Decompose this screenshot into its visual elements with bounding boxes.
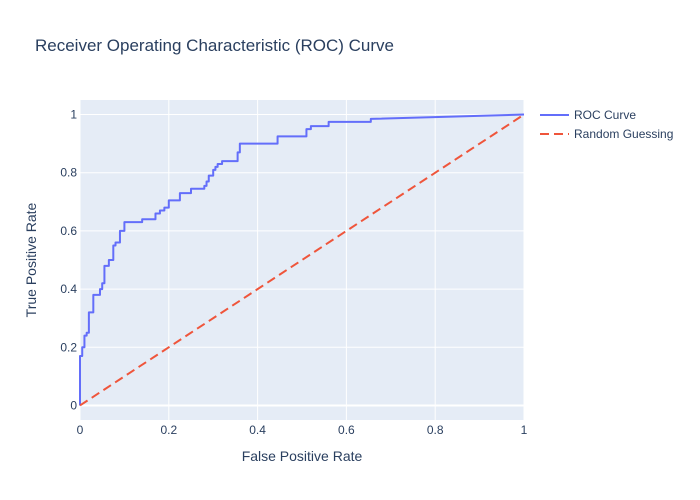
legend-label[interactable]: ROC Curve [574,108,636,122]
y-tick-label: 0.2 [60,340,77,354]
x-tick-label: 0.8 [427,423,444,437]
y-tick-label: 1 [70,108,77,122]
y-tick-label: 0.8 [60,166,77,180]
legend[interactable]: ROC Curve Random Guessing [540,108,673,141]
x-tick-label: 0.6 [338,423,355,437]
x-tick-label: 0 [77,423,84,437]
grid-lines [79,100,525,420]
y-tick-label: 0 [70,398,77,412]
chart-title: Receiver Operating Characteristic (ROC) … [35,36,394,55]
legend-label[interactable]: Random Guessing [574,127,673,141]
y-tick-label: 0.4 [60,282,77,296]
tick-labels: 0 0.2 0.4 0.6 0.8 1 0 0.2 0.4 0.6 0.8 1 [60,108,527,437]
x-axis-title: False Positive Rate [242,448,363,464]
x-tick-label: 1 [521,423,528,437]
y-axis-title: True Positive Rate [23,202,39,317]
plot-area [80,100,524,420]
series-line-random-guessing [79,113,525,407]
x-tick-label: 0.4 [249,423,266,437]
series-line-roc-curve [79,113,525,406]
series-layer [79,113,525,407]
y-tick-label: 0.6 [60,224,77,238]
x-tick-label: 0.2 [160,423,177,437]
